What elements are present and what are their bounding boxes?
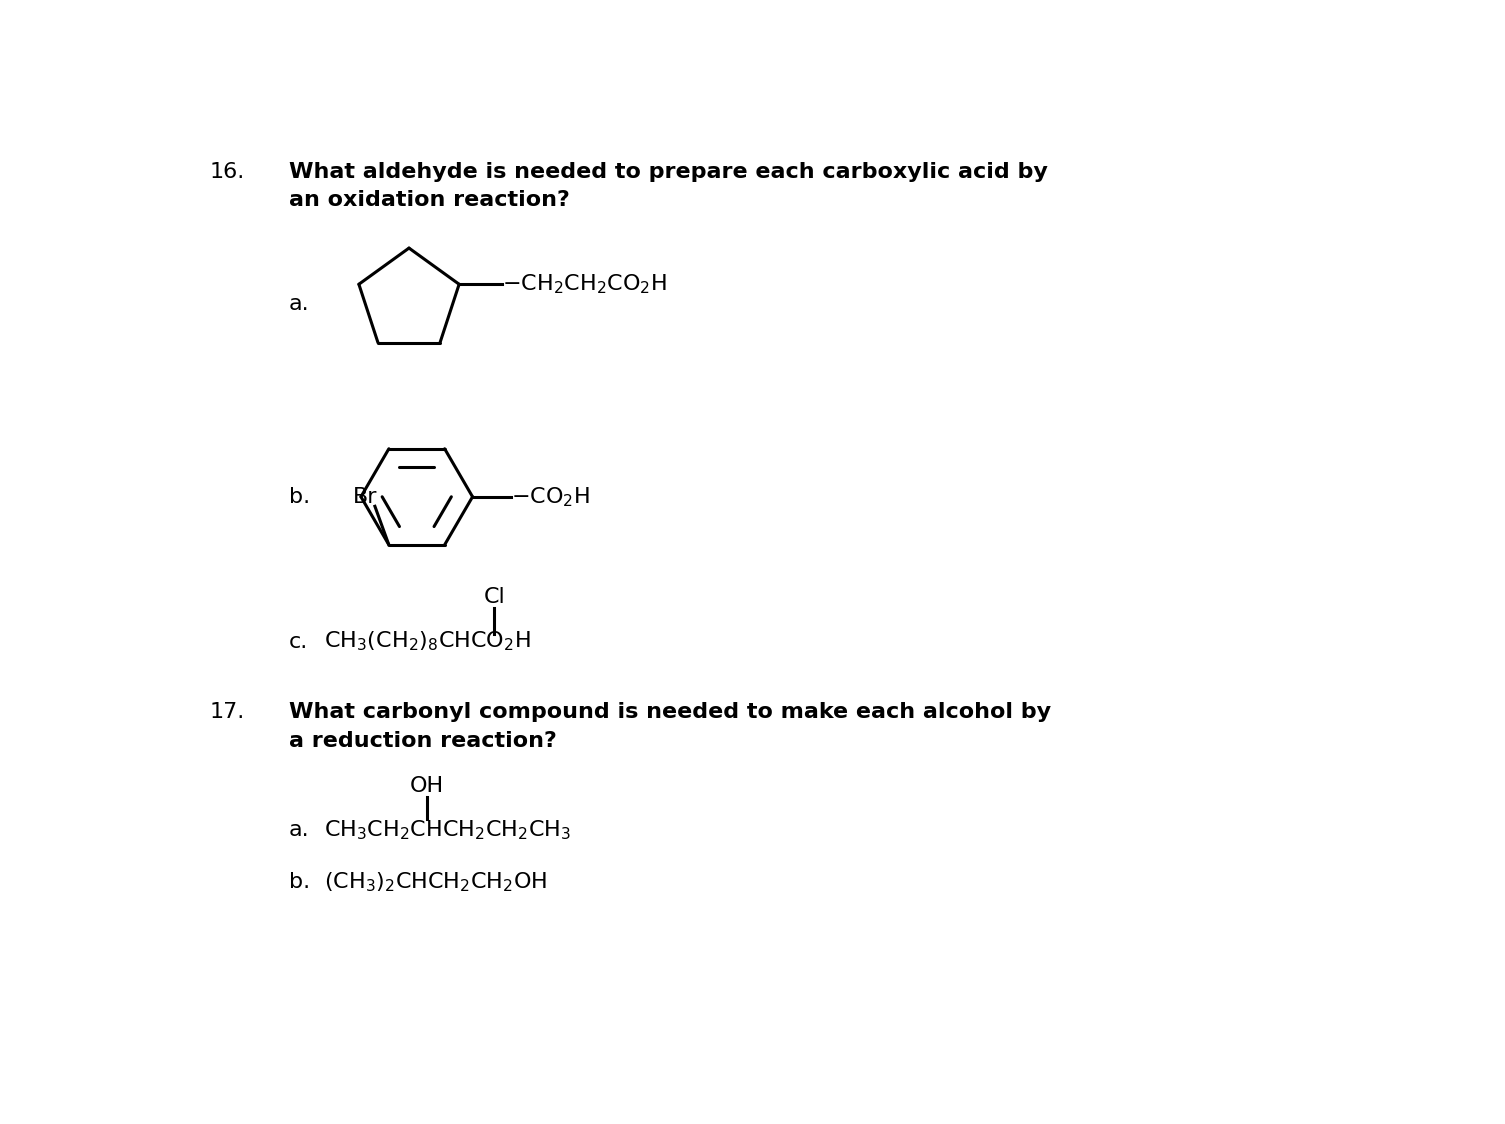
Text: Cl: Cl bbox=[483, 587, 506, 607]
Text: a reduction reaction?: a reduction reaction? bbox=[289, 731, 557, 751]
Text: $\mathdefault{(CH_3)_2CHCH_2CH_2OH}$: $\mathdefault{(CH_3)_2CHCH_2CH_2OH}$ bbox=[324, 870, 548, 894]
Text: a.: a. bbox=[289, 821, 310, 841]
Text: c.: c. bbox=[289, 632, 309, 652]
Text: 17.: 17. bbox=[209, 702, 245, 723]
Text: $\mathdefault{-CO_2H}$: $\mathdefault{-CO_2H}$ bbox=[512, 484, 590, 508]
Text: $\mathdefault{-CH_2CH_2CO_2H}$: $\mathdefault{-CH_2CH_2CO_2H}$ bbox=[501, 272, 667, 296]
Text: a.: a. bbox=[289, 294, 310, 315]
Text: $\mathdefault{CH_3(CH_2)_8CHCO_2H}$: $\mathdefault{CH_3(CH_2)_8CHCO_2H}$ bbox=[324, 629, 530, 653]
Text: Br: Br bbox=[354, 487, 378, 507]
Text: What carbonyl compound is needed to make each alcohol by: What carbonyl compound is needed to make… bbox=[289, 702, 1050, 723]
Text: 16.: 16. bbox=[209, 162, 245, 182]
Text: What aldehyde is needed to prepare each carboxylic acid by: What aldehyde is needed to prepare each … bbox=[289, 162, 1047, 182]
Text: an oxidation reaction?: an oxidation reaction? bbox=[289, 190, 570, 210]
Text: b.: b. bbox=[289, 487, 310, 507]
Text: $\mathdefault{CH_3CH_2CHCH_2CH_2CH_3}$: $\mathdefault{CH_3CH_2CHCH_2CH_2CH_3}$ bbox=[324, 818, 570, 842]
Text: b.: b. bbox=[289, 872, 310, 891]
Text: OH: OH bbox=[409, 776, 444, 796]
